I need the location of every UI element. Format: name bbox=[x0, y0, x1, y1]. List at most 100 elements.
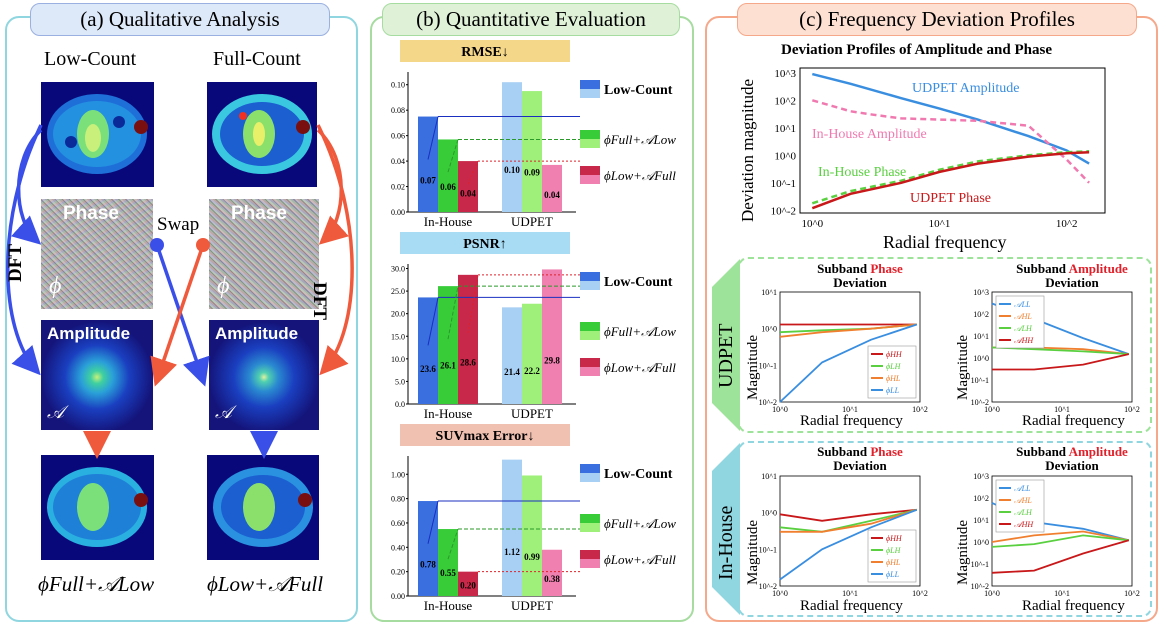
legend-label: ϕLow+𝒜Full bbox=[604, 552, 676, 567]
phase-symbol-left: ϕ bbox=[49, 273, 62, 299]
dft-arrow-left-amp bbox=[6, 124, 43, 376]
phase-image-left: Phase ϕ bbox=[41, 199, 153, 309]
x-tick-label: 10^1 bbox=[1054, 405, 1070, 414]
swap-label: Swap bbox=[157, 214, 200, 235]
connector-line bbox=[447, 286, 459, 340]
bar bbox=[458, 274, 478, 404]
x-tick-label: 10^1 bbox=[842, 589, 858, 598]
subband-charts: 10^0 10^1 10^2 10^-2 10^-1 10^0 10^1 ϕHH ϕLH ϕHL ϕ… bbox=[759, 288, 1140, 598]
connector-line bbox=[467, 160, 479, 185]
y-tick-label: 0.0 bbox=[395, 400, 405, 409]
x-tick-label: UDPET bbox=[511, 214, 553, 229]
legend-label: 𝒜LH bbox=[1014, 508, 1033, 517]
y-tick-label: 15.0 bbox=[391, 332, 405, 341]
y-tick-label: 5.0 bbox=[395, 377, 405, 386]
legend-swatch bbox=[580, 367, 600, 376]
panel-c-title: (c) Frequency Deviation Profiles bbox=[737, 3, 1137, 36]
legend-swatch bbox=[580, 523, 600, 532]
legend-swatch bbox=[580, 281, 600, 290]
bar-value-label: 0.78 bbox=[420, 560, 436, 570]
series-line bbox=[811, 72, 1090, 165]
x-tick-label: 10^1 bbox=[1054, 589, 1070, 598]
phase-label-left: Phase bbox=[63, 203, 119, 224]
bar bbox=[522, 303, 542, 404]
y-tick-label: 10^2 bbox=[973, 494, 989, 503]
bar-value-label: 0.99 bbox=[524, 552, 540, 562]
connector-line bbox=[447, 528, 459, 560]
result-image-right bbox=[207, 455, 319, 560]
bar bbox=[502, 307, 522, 404]
phase-label-right: Phase bbox=[231, 203, 287, 224]
legend-swatch bbox=[580, 322, 600, 331]
y-tick-label: 1.00 bbox=[391, 470, 405, 479]
y-tick-label: 10^3 bbox=[973, 472, 989, 481]
bar bbox=[458, 571, 478, 596]
bar bbox=[438, 286, 458, 404]
amplitude-image-left: Amplitude 𝒜 bbox=[41, 320, 153, 430]
legend-swatch bbox=[580, 80, 600, 89]
subband-curve bbox=[991, 530, 1129, 543]
series-annotation: In-House Amplitude bbox=[812, 127, 927, 142]
bar-value-label: 28.6 bbox=[460, 357, 476, 367]
bar-chart-title: PSNR↑ bbox=[463, 237, 507, 252]
y-tick-label: 10^0 bbox=[973, 538, 989, 547]
x-tick-label: 10^0 bbox=[772, 589, 788, 598]
y-tick-label: 0.08 bbox=[391, 106, 405, 115]
y-tick-label: 10^-2 bbox=[771, 205, 796, 217]
bar-value-label: 29.8 bbox=[544, 356, 560, 366]
y-tick-label: 10.0 bbox=[391, 355, 405, 364]
bar-charts: RMSE↓ 0.00 0.02 0.04 0.06 0.08 0.10 In-House UDP… bbox=[391, 40, 676, 613]
swap-arrow-orange bbox=[150, 244, 205, 387]
bar bbox=[418, 116, 438, 212]
x-tick-label: 10^1 bbox=[842, 405, 858, 414]
y-tick-label: 10^0 bbox=[761, 509, 777, 518]
bar bbox=[542, 269, 562, 404]
dft-arrow-right-phase bbox=[316, 128, 349, 245]
subplot-frame bbox=[779, 291, 921, 403]
x-tick-label: In-House bbox=[424, 214, 473, 229]
bar bbox=[502, 82, 522, 212]
y-tick-label: 10^0 bbox=[774, 150, 796, 162]
sub-title-udpet-amp: Subband Amplitude Deviation bbox=[1016, 261, 1128, 290]
x-tick-label: In-House bbox=[424, 598, 473, 613]
bar bbox=[542, 164, 562, 212]
legend-swatch bbox=[580, 331, 600, 340]
sub-title-udpet-phase: Subband Phase Deviation bbox=[817, 261, 903, 290]
sub-xlabel-3: Radial frequency bbox=[800, 598, 903, 614]
bar bbox=[502, 459, 522, 596]
result-image-left bbox=[41, 455, 154, 560]
legend-swatch bbox=[580, 358, 600, 367]
legend-swatch bbox=[580, 175, 600, 184]
y-tick-label: 10^3 bbox=[973, 288, 989, 297]
bar bbox=[438, 139, 458, 212]
y-tick-label: 10^2 bbox=[774, 95, 796, 107]
col-right-label: Full-Count bbox=[213, 48, 301, 70]
legend-label: 𝒜LL bbox=[1014, 300, 1031, 309]
connector-line bbox=[427, 500, 439, 544]
legend-swatch bbox=[580, 514, 600, 523]
legend-swatch bbox=[580, 89, 600, 98]
bar-value-label: 0.38 bbox=[544, 574, 560, 584]
y-tick-label: 10^-1 bbox=[971, 560, 989, 569]
bar-value-label: 23.6 bbox=[420, 364, 436, 374]
legend-swatch bbox=[580, 139, 600, 148]
bar-value-label: 0.20 bbox=[460, 581, 476, 591]
sub-title-inhouse-phase: Subband Phase Deviation bbox=[817, 444, 903, 473]
x-tick-label: 10^0 bbox=[984, 405, 1000, 414]
amplitude-symbol-left: 𝒜 bbox=[47, 402, 65, 422]
connector-line bbox=[467, 274, 479, 334]
top-chart-ylabel: Deviation magnitude bbox=[738, 78, 757, 222]
series-line bbox=[811, 99, 1090, 184]
connector-line bbox=[427, 116, 439, 160]
plot-frame bbox=[799, 67, 1106, 214]
legend-swatch bbox=[580, 550, 600, 559]
subband-curve bbox=[991, 534, 1129, 548]
sub-xlabel-4: Radial frequency bbox=[1022, 598, 1125, 614]
sub-title-inhouse-amp: Subband Amplitude Deviation bbox=[1016, 444, 1128, 473]
x-tick-label: In-House bbox=[424, 406, 473, 421]
bar-chart-title: RMSE↓ bbox=[461, 45, 508, 60]
result-left-label: ϕFull+𝒜Low bbox=[38, 572, 155, 596]
x-tick-label: 10^0 bbox=[772, 405, 788, 414]
y-tick-label: 30.0 bbox=[391, 265, 405, 274]
panel-a-arrows bbox=[6, 124, 354, 459]
